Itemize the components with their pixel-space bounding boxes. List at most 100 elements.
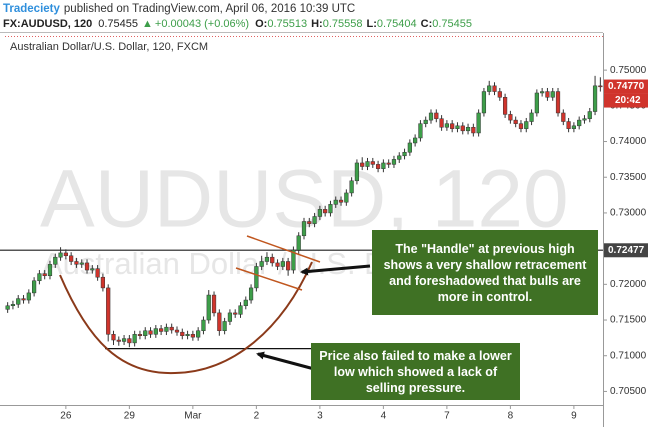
last-price-label-box [604,79,648,94]
candle-body [132,334,137,344]
candle-body [328,204,333,214]
candle-body [476,112,481,134]
ohlc-value: 0.75455 [432,18,472,30]
candle-body [211,294,217,314]
ohlc-value: 0.75513 [267,18,307,30]
candle-body [529,112,534,122]
candle-body [206,294,211,321]
candle-body [577,119,582,127]
candle-body [148,330,153,335]
candle-body [338,199,344,203]
candle-body [201,319,206,331]
y-tick-label: 0.72000 [610,279,647,290]
candle-body [116,339,121,342]
candle-body [196,330,201,338]
candle-body [598,85,603,88]
ohlc-value: 0.75404 [377,18,417,30]
x-tick-label: 4 [381,411,387,422]
last-price-label: 0.74770 [608,81,645,92]
candle-body [42,273,47,277]
candle-body [555,91,561,114]
candle-body [58,252,63,258]
candle-body [174,329,180,333]
candle-body [106,287,111,335]
candle-body [47,264,53,277]
candle-body [185,334,190,336]
x-tick-label: 29 [124,411,136,422]
candle-body [10,304,16,307]
candle-body [301,221,307,237]
candle-body [79,262,84,265]
candle-body [180,331,185,336]
candle-body [53,256,58,265]
candle-body [550,91,555,98]
y-tick-label: 0.70500 [610,386,647,397]
handle-line [235,267,303,291]
candle-body [370,161,375,165]
candle-body [423,119,428,124]
candle-body [418,123,423,139]
publisher: Tradeciety [3,3,60,15]
candle-body [571,125,576,129]
candle-body [487,85,492,92]
candle-body [227,312,233,322]
cup-curve [59,261,313,375]
candle-body [238,305,243,315]
candle-body [375,164,381,169]
candle-body [32,280,37,294]
ohlc-label: L: [366,18,376,30]
candle-body [317,209,322,217]
candle-body [413,137,418,144]
candle-body [381,162,386,169]
header-line-1: Tradeciety published on TradingView.com, … [3,3,355,15]
y-tick-label: 0.73500 [610,172,647,183]
candle-body [26,292,31,301]
candle-body [481,91,487,114]
candle-body [407,142,412,153]
candle-body [233,312,238,315]
y-tick-label: 0.71500 [610,315,647,326]
candle-body [434,112,439,119]
annotation: The "Handle" at previous high shows a ve… [372,230,598,315]
candle-body [397,155,402,160]
candle-body [333,199,338,205]
y-tick-label: 0.71000 [610,350,647,361]
y-tick-label: 0.75000 [610,65,647,76]
candle-body [164,326,169,332]
candle-body [153,328,158,335]
arrow [256,351,319,372]
candle-body [169,326,174,331]
candle-body [545,91,550,98]
candle-body [518,123,524,129]
candle-body [444,123,449,128]
candle-body [386,162,391,165]
x-tick-label: 7 [444,411,450,422]
candle-body [286,261,291,271]
candle-body [63,252,68,257]
chart-title: Australian Dollar/U.S. Dollar, 120, FXCM [10,41,208,53]
annotation: Price also failed to make a lower low wh… [311,343,520,400]
candle-body [37,273,42,282]
candle-body [84,262,90,271]
candle-body [497,91,502,98]
x-tick-label: 3 [317,411,323,422]
candle-body [127,338,132,344]
candle-body [450,123,455,129]
candle-body [460,125,465,132]
handle-line [246,235,321,263]
candle-body [143,330,148,336]
countdown-box [604,93,648,108]
published-text: published on TradingView.com, April 06, … [64,3,355,15]
candle-body [312,216,317,224]
candle-body [360,162,365,167]
change: +0.00043 (+0.06%) [155,18,249,30]
y-tick-label: 0.74000 [610,136,647,147]
resistance-label-box [604,243,648,258]
candle-body [502,97,508,115]
resistance-label: 0.72477 [608,245,645,256]
candle-body [270,256,275,264]
candle-body [100,276,106,289]
candle-body [428,112,434,121]
ohlc-label: C: [421,18,433,30]
